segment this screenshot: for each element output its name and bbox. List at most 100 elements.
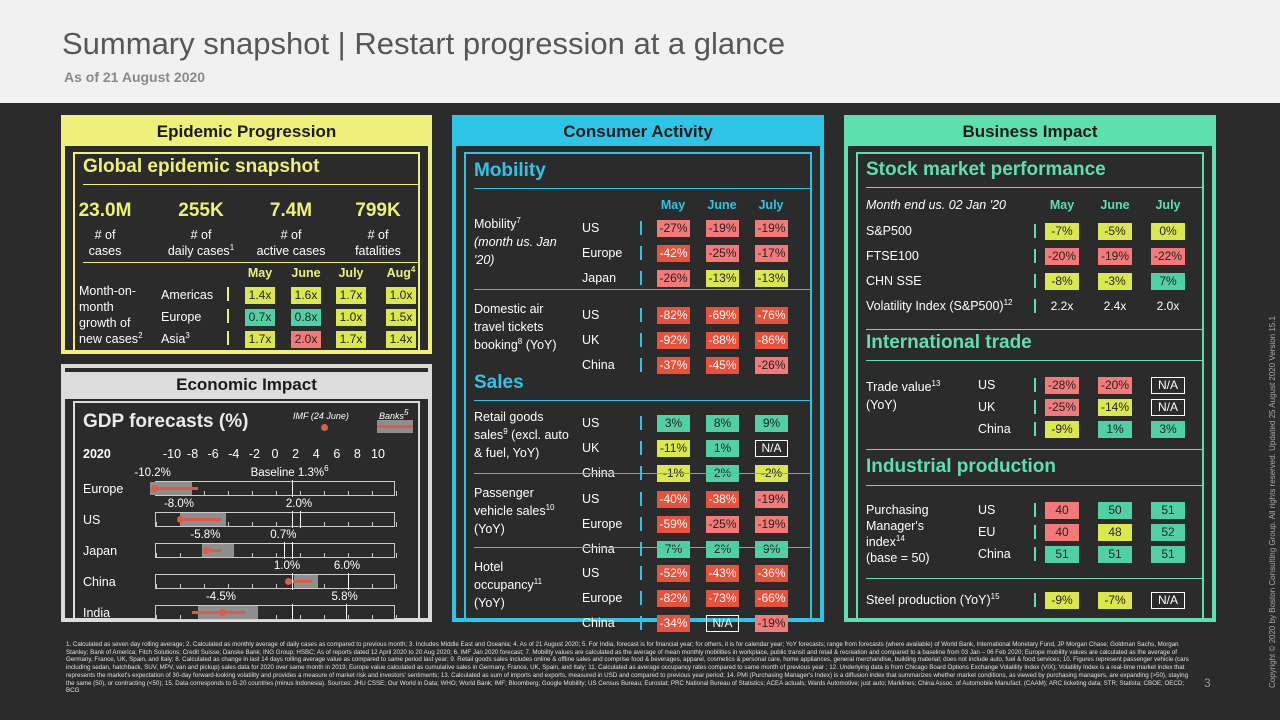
metric-label: index14 <box>866 533 905 549</box>
value-cell: N/A <box>706 615 739 632</box>
stat-label: daily cases1 <box>167 242 235 258</box>
footnote-marker: 13 <box>931 378 941 388</box>
footnote-marker: 10 <box>545 502 555 512</box>
separator <box>1034 593 1036 607</box>
value-cell: 7% <box>1151 273 1185 290</box>
value-cell: -19% <box>755 491 788 508</box>
value-cell: 1% <box>706 440 739 457</box>
metric-label: Passenger <box>474 486 534 500</box>
value-cell: -76% <box>755 307 788 324</box>
value-cell: -45% <box>706 357 739 374</box>
divider <box>866 187 1202 188</box>
country-label: Europe <box>83 482 124 496</box>
divider <box>474 547 810 548</box>
bar-tick <box>180 584 181 589</box>
bar-tick <box>156 584 157 589</box>
epidemic-panel: Epidemic Progression Global epidemic sna… <box>61 115 432 354</box>
region-label: Europe <box>161 310 202 324</box>
axis-tick-label: 6 <box>333 447 341 461</box>
axis-tick-label: -4 <box>228 447 240 461</box>
region-label: US <box>978 503 996 517</box>
bar-tick <box>156 615 157 620</box>
growth-label: growth of <box>79 316 131 330</box>
value-cell: 48 <box>1098 524 1132 541</box>
imf-dot <box>177 516 184 523</box>
metric-label: Purchasing <box>866 503 929 517</box>
bar-tick <box>372 491 373 496</box>
forecast-value-label: 6.0% <box>333 560 361 572</box>
gdp-bar <box>155 573 397 590</box>
gdp-bar <box>155 511 397 528</box>
separator <box>1034 299 1036 313</box>
region-label: China <box>582 616 615 630</box>
region-label: Asia3 <box>161 330 190 346</box>
metric-label: (YoY) <box>474 522 505 536</box>
divider <box>474 473 810 474</box>
bar-tick <box>156 553 157 558</box>
separator <box>1034 525 1036 539</box>
separator <box>640 566 642 580</box>
sales-title: Sales <box>474 372 524 393</box>
separator <box>640 358 642 372</box>
growth-cell: 2.0x <box>291 331 321 348</box>
separator <box>640 616 642 630</box>
region-label: China <box>978 422 1011 436</box>
bar-tick <box>204 584 205 589</box>
value-cell: -9% <box>1045 592 1079 609</box>
value-cell: 50 <box>1098 502 1132 519</box>
stock-title: Stock market performance <box>866 159 1106 180</box>
bar-tick <box>396 553 397 558</box>
value-cell: -22% <box>1151 248 1185 265</box>
region-label: Europe <box>582 591 623 605</box>
value-cell: -73% <box>706 590 739 607</box>
bar-tick <box>300 553 301 558</box>
month-header: May <box>247 266 273 280</box>
index-label: Volatility Index (S&P500)12 <box>866 297 1013 313</box>
separator <box>1034 422 1036 436</box>
stat-label: # of <box>280 228 302 242</box>
bar-tick <box>396 584 397 589</box>
region-label: Europe <box>582 246 623 260</box>
value-cell: N/A <box>1151 399 1185 416</box>
footnote-marker: 6 <box>324 464 329 474</box>
bar-tick <box>252 584 253 589</box>
separator <box>640 441 642 455</box>
bar-tick <box>180 615 181 620</box>
value-cell: -19% <box>755 220 788 237</box>
imf-value-label: -10.2% <box>134 467 171 479</box>
metric-label: Domestic air <box>474 302 544 316</box>
region-label: UK <box>582 441 600 455</box>
value-cell: -82% <box>657 307 690 324</box>
banks-legend: Banks5 <box>379 408 409 422</box>
value-cell: -19% <box>706 220 739 237</box>
value-cell: -69% <box>706 307 739 324</box>
month-header: July <box>1155 198 1181 212</box>
value-cell: -42% <box>657 245 690 262</box>
consumer-panel: Consumer Activity Mobility May June July Mob… <box>452 115 824 632</box>
pre-forecast-line <box>300 511 301 528</box>
metric-label: (YoY) <box>474 596 505 610</box>
value-cell: -19% <box>755 615 788 632</box>
month-header: June <box>291 266 321 280</box>
value-cell: -5% <box>1098 223 1132 240</box>
value-cell: 7% <box>657 541 690 558</box>
metric-label: Trade value13 <box>866 378 941 394</box>
value-cell: -28% <box>1045 377 1079 394</box>
bar-tick <box>228 491 229 496</box>
growth-cell: 1.7x <box>336 287 366 304</box>
baseline-line <box>291 573 293 590</box>
industrial-title: Industrial production <box>866 456 1056 477</box>
growth-label: month <box>79 300 114 314</box>
value-cell: 51 <box>1098 546 1132 563</box>
footnote-marker: 1 <box>229 242 235 252</box>
baseline-label: Baseline 1.3%6 <box>250 464 329 479</box>
bar-tick <box>348 553 349 558</box>
separator <box>640 542 642 556</box>
region-label: US <box>582 221 600 235</box>
month-header: May <box>660 198 686 212</box>
metric-label: Mobility7 <box>474 215 521 231</box>
value-cell: -37% <box>657 357 690 374</box>
bar-tick <box>396 491 397 496</box>
growth-cell: 1.0x <box>336 309 366 326</box>
year-label: 2020 <box>83 447 111 461</box>
